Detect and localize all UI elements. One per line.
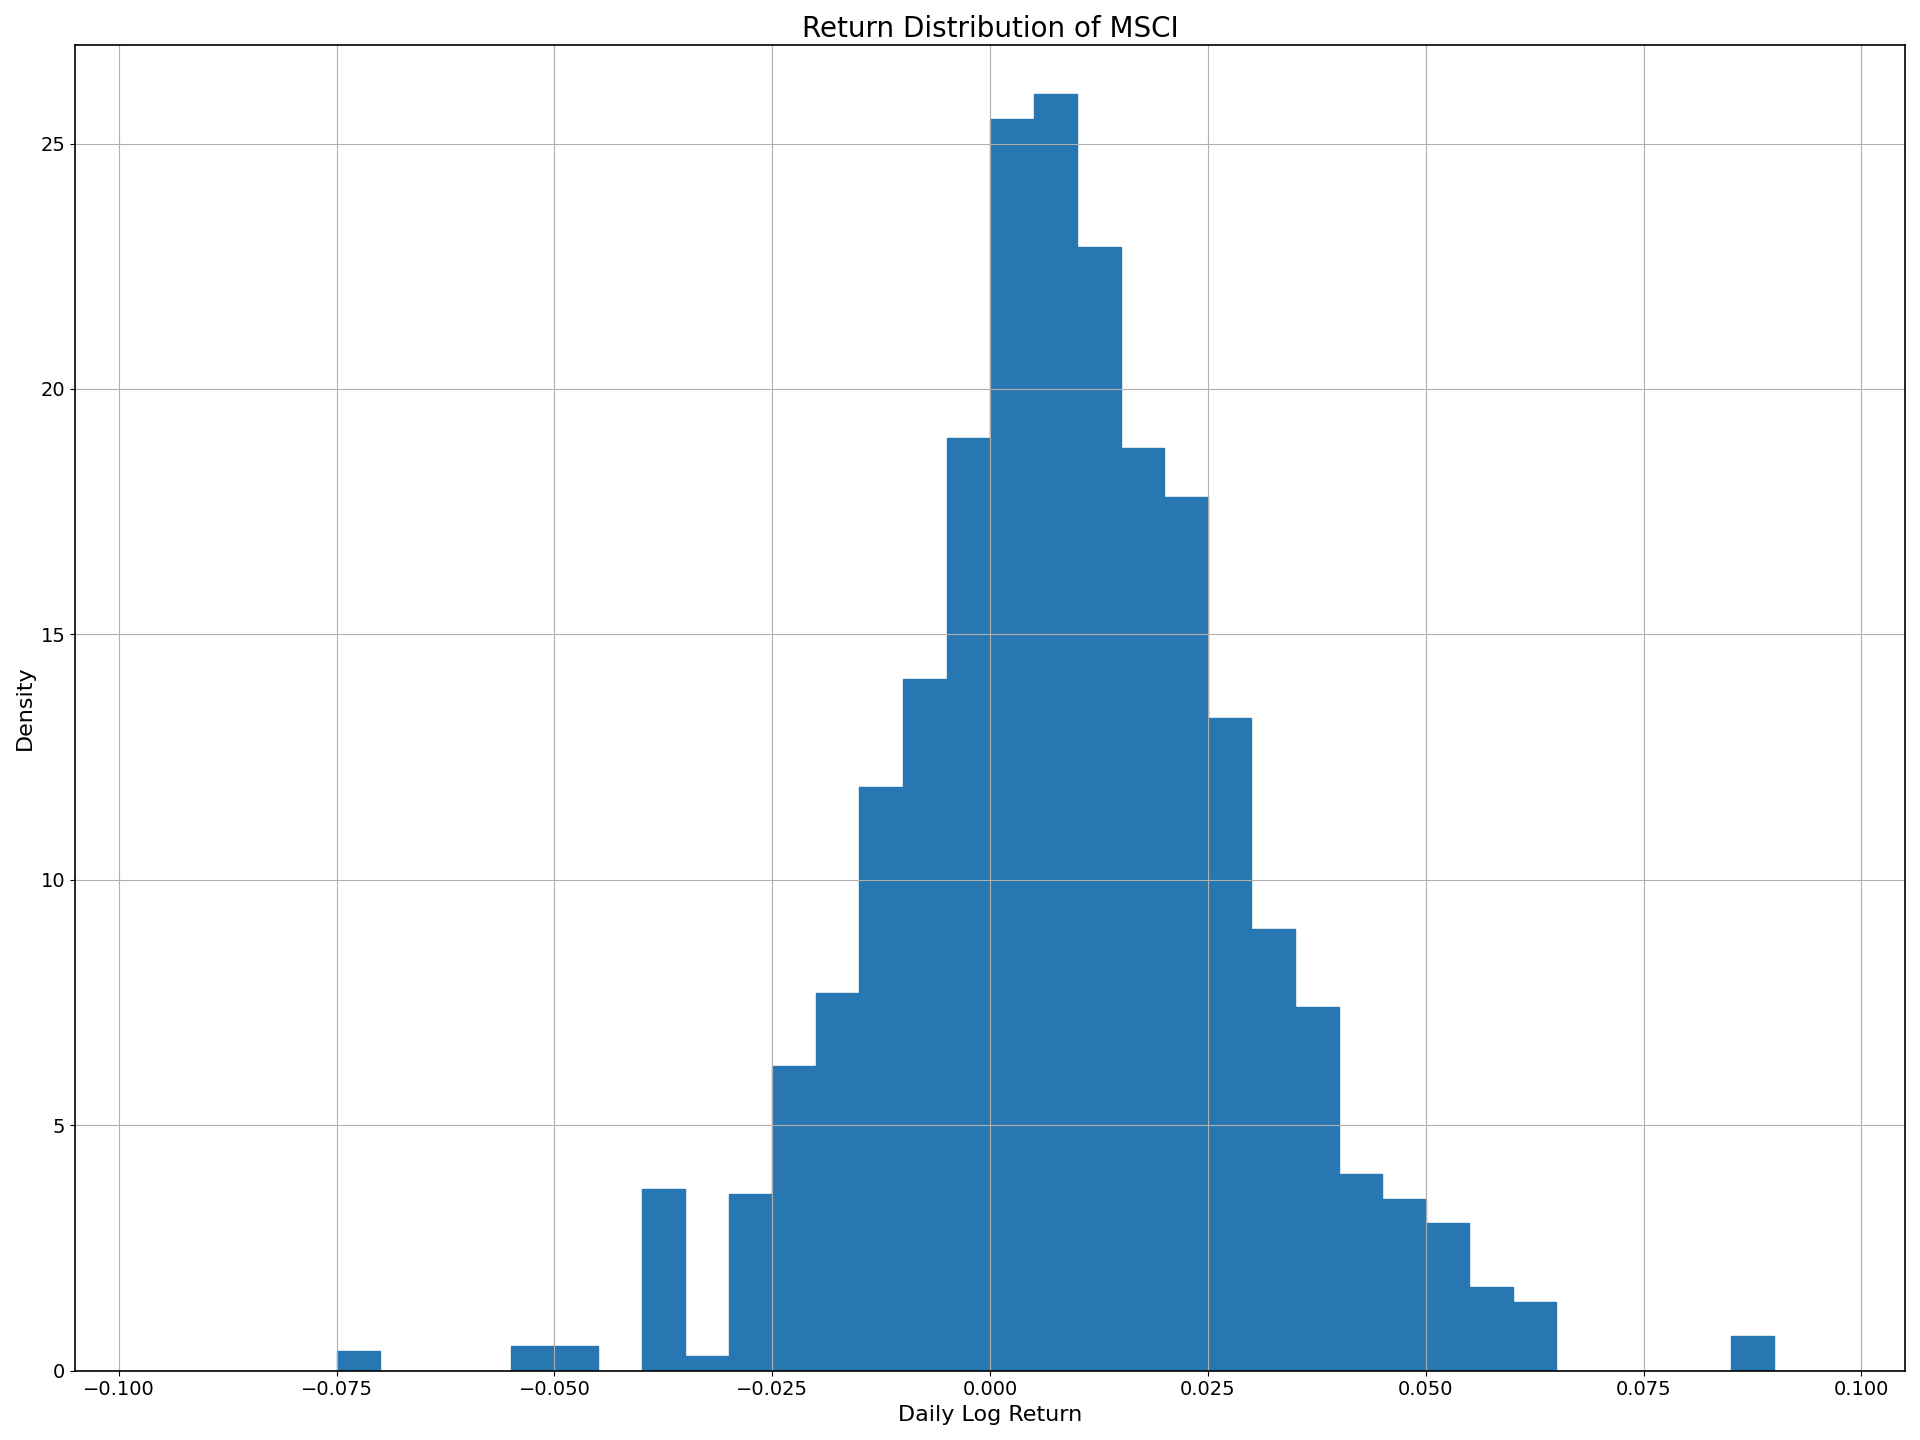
Bar	[1427, 1224, 1469, 1371]
Bar	[1382, 1200, 1427, 1371]
Bar	[1121, 448, 1164, 1371]
Bar	[816, 992, 860, 1371]
Bar	[336, 1351, 380, 1371]
Bar	[991, 120, 1033, 1371]
Bar	[685, 1356, 730, 1371]
Bar	[1513, 1302, 1557, 1371]
Bar	[1338, 1175, 1382, 1371]
Bar	[555, 1346, 597, 1371]
Bar	[860, 786, 902, 1371]
X-axis label: Daily Log Return: Daily Log Return	[899, 1405, 1083, 1426]
Bar	[1164, 497, 1208, 1371]
Bar	[772, 1067, 816, 1371]
Bar	[641, 1189, 685, 1371]
Bar	[947, 438, 991, 1371]
Bar	[1730, 1336, 1774, 1371]
Y-axis label: Density: Density	[15, 665, 35, 750]
Bar	[1296, 1008, 1338, 1371]
Bar	[511, 1346, 555, 1371]
Bar	[1252, 929, 1296, 1371]
Title: Return Distribution of MSCI: Return Distribution of MSCI	[803, 14, 1179, 43]
Bar	[1469, 1287, 1513, 1371]
Bar	[902, 678, 947, 1371]
Bar	[1033, 95, 1077, 1371]
Bar	[1077, 246, 1121, 1371]
Bar	[730, 1194, 772, 1371]
Bar	[1208, 719, 1252, 1371]
